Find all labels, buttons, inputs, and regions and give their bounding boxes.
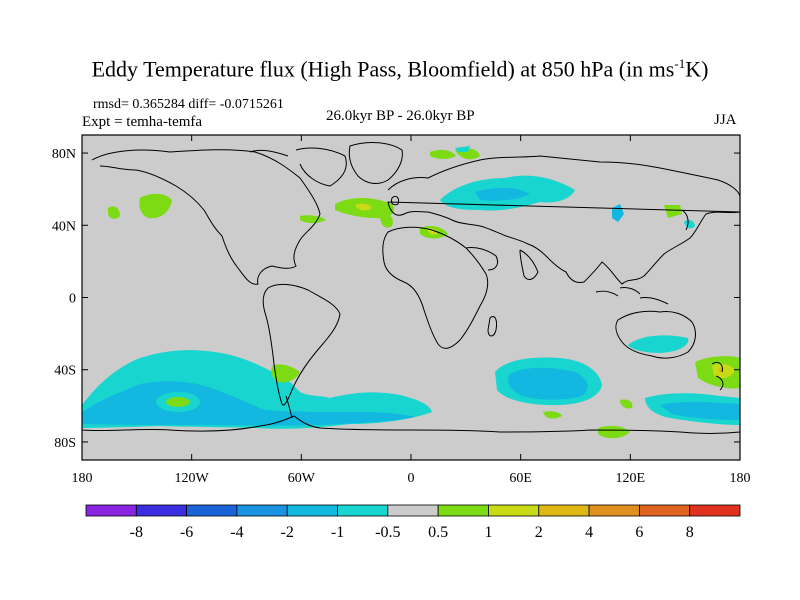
plot-title-end: K) xyxy=(685,56,709,82)
coast-uk xyxy=(391,195,399,206)
coast-madagascar xyxy=(487,316,497,337)
field-north-pacific-green-small xyxy=(108,206,120,219)
x-tick-label: 60E xyxy=(509,471,532,486)
colorbar-swatch xyxy=(85,504,137,517)
colorbar-swatch xyxy=(538,504,590,517)
coast-japan xyxy=(681,209,689,231)
field-south-indian-green-small xyxy=(620,399,633,409)
colorbar-label: -6 xyxy=(180,524,193,541)
colorbar-swatch xyxy=(337,504,389,517)
x-tick-label: 60W xyxy=(288,471,316,486)
coast-antarctica xyxy=(81,415,741,434)
field-arctic-green-a xyxy=(430,149,456,159)
period-label: 26.0kyr BP - 26.0kyr BP xyxy=(326,108,475,124)
colorbar-label: -1 xyxy=(331,524,344,541)
colorbar-label: 4 xyxy=(585,524,593,541)
colorbar-swatch xyxy=(286,504,338,517)
field-eurasia-cyan xyxy=(475,187,530,201)
field-arctic-cyan xyxy=(455,146,470,152)
anomaly-fields xyxy=(82,146,740,439)
coast-new-zealand xyxy=(711,361,724,391)
colorbar-label: 0.5 xyxy=(428,524,448,541)
y-axis: 80N 40N 0 40S 80S xyxy=(52,147,740,451)
colorbar-swatch xyxy=(638,504,691,517)
field-north-atlantic-yellow xyxy=(355,203,372,211)
y-tick-label: 40S xyxy=(54,364,76,379)
plot-title: Eddy Temperature flux (High Pass, Bloomf… xyxy=(0,56,800,82)
colorbar-swatch xyxy=(387,504,439,517)
season-label: JJA xyxy=(714,112,737,128)
colorbar-label: 8 xyxy=(686,524,694,541)
colorbar-swatch xyxy=(689,504,741,517)
colorbar-label: -0.5 xyxy=(375,524,400,541)
field-hole-green xyxy=(166,397,190,407)
coastlines xyxy=(81,142,741,434)
x-tick-label: 0 xyxy=(408,471,415,486)
x-tick-label: 120W xyxy=(175,471,210,486)
field-antarctic-green xyxy=(598,425,630,439)
colorbar-label: 1 xyxy=(484,524,492,541)
rmsd-diff-label: rmsd= 0.365284 diff= -0.0715261 xyxy=(93,97,284,112)
coast-africa xyxy=(382,226,489,349)
field-australia-light xyxy=(628,335,689,353)
coast-eurasia xyxy=(387,155,741,285)
coast-arabia-india xyxy=(465,247,539,280)
plot-title-main: Eddy Temperature flux (High Pass, Bloomf… xyxy=(91,56,675,82)
colorbar-swatch xyxy=(135,504,188,517)
coast-se-asia-islands xyxy=(595,287,669,305)
x-tick-label: 180 xyxy=(72,471,93,486)
colorbar-label: -8 xyxy=(130,524,143,541)
coast-antarctic-peninsula xyxy=(285,395,293,419)
field-south-america-green xyxy=(271,364,300,383)
field-south-indian-green xyxy=(543,411,562,419)
colorbar-label: -4 xyxy=(230,524,243,541)
colorbar-swatch xyxy=(186,504,238,517)
field-south-pacific-nz-cyan xyxy=(660,401,740,420)
colorbar: -8 -6 -4 -2 -1 -0.5 0.5 1 2 4 6 8 xyxy=(85,504,741,541)
field-iberia-green xyxy=(380,214,393,228)
colorbar-swatch xyxy=(488,504,540,517)
field-japan-green xyxy=(664,205,682,218)
colorbar-label: 6 xyxy=(635,524,643,541)
y-tick-label: 80N xyxy=(52,147,76,162)
colorbar-label: -2 xyxy=(281,524,294,541)
colorbar-swatch xyxy=(588,504,640,517)
field-japan-light xyxy=(684,219,695,229)
coast-greenland xyxy=(348,142,403,184)
coast-australia xyxy=(615,310,696,359)
experiment-label: Expt = temha-temfa xyxy=(82,114,203,130)
plot-title-exponent: -1 xyxy=(674,56,686,71)
field-nz-yellow xyxy=(712,363,735,378)
x-tick-label: 120E xyxy=(616,471,646,486)
field-us-east-green xyxy=(300,215,326,223)
x-tick-label: 180 xyxy=(730,471,751,486)
y-tick-label: 40N xyxy=(52,219,76,234)
colorbar-swatch xyxy=(236,504,288,517)
y-tick-label: 80S xyxy=(54,436,76,451)
field-indian-ocean-cyan xyxy=(508,367,588,400)
colorbar-label: 2 xyxy=(535,524,543,541)
coast-arctic-canada xyxy=(249,147,347,187)
coast-south-america xyxy=(262,283,341,406)
x-axis: 180 120W 60W 0 60E 120E 180 xyxy=(72,135,751,486)
y-tick-label: 0 xyxy=(69,292,76,307)
colorbar-swatch xyxy=(437,504,489,517)
field-north-pacific-green xyxy=(139,193,172,219)
coast-north-america xyxy=(91,149,321,285)
field-southern-pacific-cyan xyxy=(82,381,415,426)
